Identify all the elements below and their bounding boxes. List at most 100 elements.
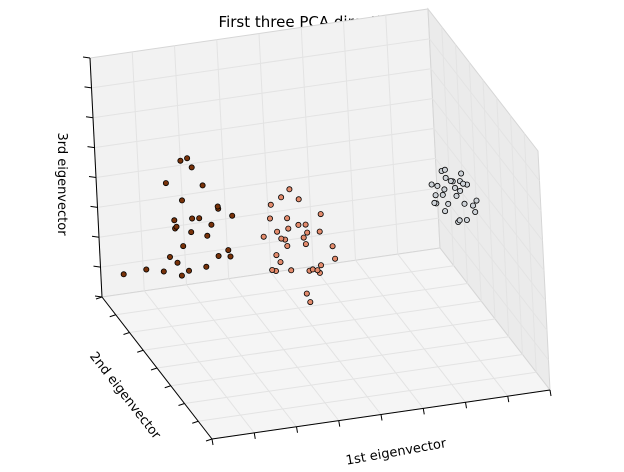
data-point-series-3 <box>188 229 195 236</box>
data-point-series-3 <box>184 155 191 162</box>
data-point-series-2 <box>277 259 284 266</box>
grid-line <box>468 62 482 302</box>
data-point-series-2 <box>329 243 336 250</box>
data-point-series-3 <box>120 271 127 278</box>
data-point-series-1 <box>441 186 448 193</box>
x-tick <box>338 420 341 427</box>
data-point-series-3 <box>171 217 178 224</box>
x-tick <box>422 408 425 415</box>
data-point-series-2 <box>295 196 302 203</box>
data-point-series-3 <box>178 272 185 279</box>
data-point-series-1 <box>472 208 479 215</box>
data-point-series-2 <box>260 233 267 240</box>
data-point-series-1 <box>442 208 449 215</box>
data-point-series-2 <box>307 299 314 306</box>
y-tick <box>137 349 144 353</box>
grid-line <box>432 98 543 241</box>
data-point-series-2 <box>273 252 280 259</box>
y-tick <box>95 296 103 300</box>
data-point-series-2 <box>278 235 285 242</box>
grid-line <box>433 128 545 271</box>
data-point-series-2 <box>267 201 274 208</box>
x-tick <box>296 426 298 433</box>
data-points <box>120 155 480 306</box>
data-point-series-2 <box>295 221 302 228</box>
data-point-series-3 <box>199 182 206 189</box>
data-point-series-2 <box>274 228 281 235</box>
grid-line <box>430 68 542 212</box>
data-point-series-2 <box>304 229 311 236</box>
data-point-series-3 <box>177 157 184 164</box>
data-point-series-2 <box>266 215 273 222</box>
data-point-series-1 <box>453 192 460 199</box>
z-tick <box>94 295 103 298</box>
y-tick <box>205 438 213 442</box>
data-point-series-3 <box>143 266 150 273</box>
data-point-series-2 <box>285 225 292 232</box>
data-point-series-2 <box>286 186 293 193</box>
data-point-series-1 <box>458 170 465 177</box>
data-point-series-1 <box>451 184 458 191</box>
data-point-series-1 <box>434 182 441 189</box>
data-point-series-1 <box>432 192 439 199</box>
data-point-series-1 <box>456 217 463 224</box>
data-point-series-2 <box>316 228 323 235</box>
z-tick <box>85 116 94 119</box>
z-axis-label: 3rd eigenvector <box>54 132 69 236</box>
data-point-series-3 <box>204 232 211 239</box>
data-point-series-3 <box>225 247 232 254</box>
grid-line <box>355 259 466 403</box>
data-point-series-2 <box>269 266 276 273</box>
grid-line <box>385 15 399 255</box>
data-point-series-1 <box>457 187 464 194</box>
grid-line <box>455 44 468 284</box>
data-point-series-3 <box>189 215 196 222</box>
data-point-series-3 <box>229 212 236 219</box>
data-point-series-2 <box>314 267 321 274</box>
data-point-series-3 <box>174 259 181 266</box>
x-tick <box>465 402 467 409</box>
grid-line <box>397 253 509 397</box>
z-tick <box>93 265 101 268</box>
data-point-series-1 <box>431 199 438 206</box>
grid-line <box>429 38 540 182</box>
grid-lines <box>91 15 549 434</box>
grid-line <box>343 21 356 261</box>
y-tick <box>192 420 199 424</box>
data-point-series-3 <box>185 267 192 274</box>
z-tick <box>87 146 95 149</box>
data-point-series-3 <box>173 223 180 230</box>
data-point-series-3 <box>162 180 169 187</box>
data-point-series-2 <box>288 267 295 274</box>
data-point-series-1 <box>460 180 467 187</box>
data-point-series-2 <box>284 242 291 249</box>
y-tick <box>150 367 158 371</box>
grid-line <box>143 300 482 351</box>
grid-line <box>94 98 433 149</box>
data-point-series-1 <box>463 216 470 223</box>
z-tick <box>88 176 97 178</box>
data-point-series-1 <box>441 166 448 173</box>
x-tick <box>253 432 256 439</box>
data-point-series-3 <box>160 268 167 275</box>
data-point-series-1 <box>428 181 435 188</box>
data-point-series-1 <box>442 174 449 181</box>
data-point-series-2 <box>317 211 324 218</box>
data-point-series-2 <box>284 215 291 222</box>
axis-lines <box>82 56 552 446</box>
grid-line <box>312 266 424 409</box>
x-tick <box>507 396 510 403</box>
data-point-series-3 <box>178 197 185 204</box>
grid-line <box>115 265 454 316</box>
data-point-series-3 <box>214 203 221 210</box>
data-point-series-2 <box>300 234 307 241</box>
y-tick <box>164 385 171 389</box>
data-point-series-2 <box>278 194 285 201</box>
z-tick <box>82 56 91 59</box>
axis-panes <box>89 7 551 440</box>
grid-line <box>91 38 430 89</box>
data-point-series-1 <box>461 200 468 207</box>
grid-line <box>95 128 435 178</box>
